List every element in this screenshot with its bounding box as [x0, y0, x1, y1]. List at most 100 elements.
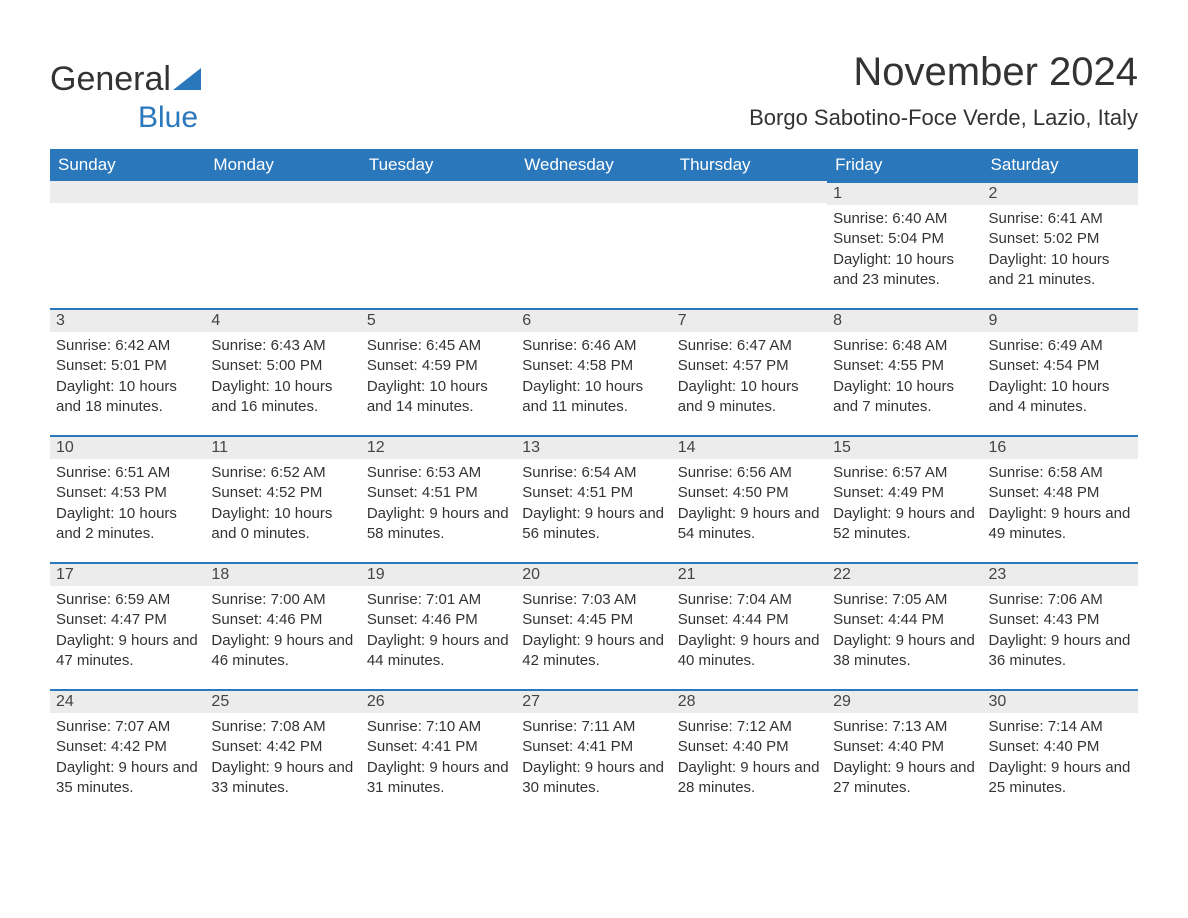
day-details: Sunrise: 7:01 AMSunset: 4:46 PMDaylight:…: [367, 590, 510, 671]
sunset-line: Sunset: 4:42 PM: [211, 737, 354, 757]
sunrise-line: Sunrise: 7:01 AM: [367, 590, 510, 610]
calendar-day: 28Sunrise: 7:12 AMSunset: 4:40 PMDayligh…: [672, 689, 827, 816]
day-number: 5: [361, 308, 516, 332]
daylight-line: Daylight: 9 hours and 56 minutes.: [522, 504, 665, 545]
calendar-day: 13Sunrise: 6:54 AMSunset: 4:51 PMDayligh…: [516, 435, 671, 562]
calendar-day: 11Sunrise: 6:52 AMSunset: 4:52 PMDayligh…: [205, 435, 360, 562]
title-block: November 2024 Borgo Sabotino-Foce Verde,…: [749, 50, 1138, 131]
sunset-line: Sunset: 4:40 PM: [833, 737, 976, 757]
daylight-line: Daylight: 9 hours and 27 minutes.: [833, 758, 976, 799]
day-number: 19: [361, 562, 516, 586]
daylight-line: Daylight: 9 hours and 54 minutes.: [678, 504, 821, 545]
weekday-header: Friday: [827, 149, 982, 181]
daylight-line: Daylight: 9 hours and 33 minutes.: [211, 758, 354, 799]
sunset-line: Sunset: 4:41 PM: [522, 737, 665, 757]
calendar-row: 1 Sunrise: 6:40 AMSunset: 5:04 PMDaylight…: [50, 181, 1138, 308]
day-details: Sunrise: 7:03 AMSunset: 4:45 PMDaylight:…: [522, 590, 665, 671]
sunrise-line: Sunrise: 6:56 AM: [678, 463, 821, 483]
daylight-line: Daylight: 9 hours and 35 minutes.: [56, 758, 199, 799]
sunrise-line: Sunrise: 7:14 AM: [989, 717, 1132, 737]
day-number: 12: [361, 435, 516, 459]
calendar-row: 17Sunrise: 6:59 AMSunset: 4:47 PMDayligh…: [50, 562, 1138, 689]
calendar-day: 30Sunrise: 7:14 AMSunset: 4:40 PMDayligh…: [983, 689, 1138, 816]
day-details: Sunrise: 7:06 AMSunset: 4:43 PMDaylight:…: [989, 590, 1132, 671]
calendar-day: 18 Sunrise: 7:00 AMSunset: 4:46 PMDayligh…: [205, 562, 360, 689]
logo-triangle-icon: [173, 60, 201, 99]
calendar-day: 14Sunrise: 6:56 AMSunset: 4:50 PMDayligh…: [672, 435, 827, 562]
sunrise-line: Sunrise: 6:58 AM: [989, 463, 1132, 483]
sunset-line: Sunset: 4:43 PM: [989, 610, 1132, 630]
day-details: Sunrise: 7:12 AMSunset: 4:40 PMDaylight:…: [678, 717, 821, 798]
sunset-line: Sunset: 4:55 PM: [833, 356, 976, 376]
day-number: 16: [983, 435, 1138, 459]
day-details: Sunrise: 7:13 AMSunset: 4:40 PMDaylight:…: [833, 717, 976, 798]
sunrise-line: Sunrise: 7:12 AM: [678, 717, 821, 737]
daylight-line: Daylight: 9 hours and 46 minutes.: [211, 631, 354, 672]
sunrise-line: Sunrise: 6:48 AM: [833, 336, 976, 356]
day-details: Sunrise: 6:40 AMSunset: 5:04 PMDaylight:…: [833, 209, 976, 290]
sunrise-line: Sunrise: 6:40 AM: [833, 209, 976, 229]
weekday-header: Thursday: [672, 149, 827, 181]
daylight-line: Daylight: 9 hours and 42 minutes.: [522, 631, 665, 672]
daylight-line: Daylight: 10 hours and 14 minutes.: [367, 377, 510, 418]
sunset-line: Sunset: 4:51 PM: [522, 483, 665, 503]
empty-day-strip: [361, 181, 516, 203]
sunrise-line: Sunrise: 7:13 AM: [833, 717, 976, 737]
sunset-line: Sunset: 5:01 PM: [56, 356, 199, 376]
day-number: 8: [827, 308, 982, 332]
day-details: Sunrise: 6:56 AMSunset: 4:50 PMDaylight:…: [678, 463, 821, 544]
calendar-day-empty: [672, 181, 827, 308]
calendar-day: 20Sunrise: 7:03 AMSunset: 4:45 PMDayligh…: [516, 562, 671, 689]
daylight-line: Daylight: 9 hours and 47 minutes.: [56, 631, 199, 672]
day-details: Sunrise: 6:54 AMSunset: 4:51 PMDaylight:…: [522, 463, 665, 544]
day-number: 1: [827, 181, 982, 205]
calendar-day: 8 Sunrise: 6:48 AMSunset: 4:55 PMDaylight…: [827, 308, 982, 435]
day-details: Sunrise: 6:48 AMSunset: 4:55 PMDaylight:…: [833, 336, 976, 417]
sunrise-line: Sunrise: 7:07 AM: [56, 717, 199, 737]
day-details: Sunrise: 6:42 AMSunset: 5:01 PMDaylight:…: [56, 336, 199, 417]
sunrise-line: Sunrise: 6:52 AM: [211, 463, 354, 483]
day-number: 25: [205, 689, 360, 713]
calendar-table: SundayMondayTuesdayWednesdayThursdayFrid…: [50, 149, 1138, 816]
day-details: Sunrise: 7:00 AMSunset: 4:46 PMDaylight:…: [211, 590, 354, 671]
daylight-line: Daylight: 10 hours and 16 minutes.: [211, 377, 354, 418]
calendar-day: 23Sunrise: 7:06 AMSunset: 4:43 PMDayligh…: [983, 562, 1138, 689]
day-details: Sunrise: 6:46 AMSunset: 4:58 PMDaylight:…: [522, 336, 665, 417]
calendar-day: 26Sunrise: 7:10 AMSunset: 4:41 PMDayligh…: [361, 689, 516, 816]
sunrise-line: Sunrise: 6:59 AM: [56, 590, 199, 610]
sunset-line: Sunset: 4:40 PM: [678, 737, 821, 757]
daylight-line: Daylight: 10 hours and 9 minutes.: [678, 377, 821, 418]
sunset-line: Sunset: 5:04 PM: [833, 229, 976, 249]
calendar-day: 21Sunrise: 7:04 AMSunset: 4:44 PMDayligh…: [672, 562, 827, 689]
sunrise-line: Sunrise: 6:45 AM: [367, 336, 510, 356]
daylight-line: Daylight: 10 hours and 11 minutes.: [522, 377, 665, 418]
day-details: Sunrise: 6:53 AMSunset: 4:51 PMDaylight:…: [367, 463, 510, 544]
daylight-line: Daylight: 10 hours and 4 minutes.: [989, 377, 1132, 418]
daylight-line: Daylight: 9 hours and 31 minutes.: [367, 758, 510, 799]
sunrise-line: Sunrise: 7:06 AM: [989, 590, 1132, 610]
sunset-line: Sunset: 4:52 PM: [211, 483, 354, 503]
sunrise-line: Sunrise: 6:43 AM: [211, 336, 354, 356]
day-number: 18: [205, 562, 360, 586]
day-details: Sunrise: 7:07 AMSunset: 4:42 PMDaylight:…: [56, 717, 199, 798]
empty-day-strip: [50, 181, 205, 203]
empty-day-strip: [672, 181, 827, 203]
day-number: 17: [50, 562, 205, 586]
calendar-day: 4Sunrise: 6:43 AMSunset: 5:00 PMDaylight…: [205, 308, 360, 435]
weekday-header: Tuesday: [361, 149, 516, 181]
day-number: 11: [205, 435, 360, 459]
day-details: Sunrise: 7:11 AMSunset: 4:41 PMDaylight:…: [522, 717, 665, 798]
sunset-line: Sunset: 4:41 PM: [367, 737, 510, 757]
weekday-header: Saturday: [983, 149, 1138, 181]
logo-text-general: General: [50, 60, 171, 99]
calendar-day-empty: [516, 181, 671, 308]
daylight-line: Daylight: 9 hours and 30 minutes.: [522, 758, 665, 799]
day-number: 2: [983, 181, 1138, 205]
day-details: Sunrise: 6:47 AMSunset: 4:57 PMDaylight:…: [678, 336, 821, 417]
calendar-day-empty: [205, 181, 360, 308]
weekday-header: Wednesday: [516, 149, 671, 181]
day-details: Sunrise: 6:41 AMSunset: 5:02 PMDaylight:…: [989, 209, 1132, 290]
calendar-day-empty: [50, 181, 205, 308]
daylight-line: Daylight: 9 hours and 25 minutes.: [989, 758, 1132, 799]
calendar-header-row: SundayMondayTuesdayWednesdayThursdayFrid…: [50, 149, 1138, 181]
